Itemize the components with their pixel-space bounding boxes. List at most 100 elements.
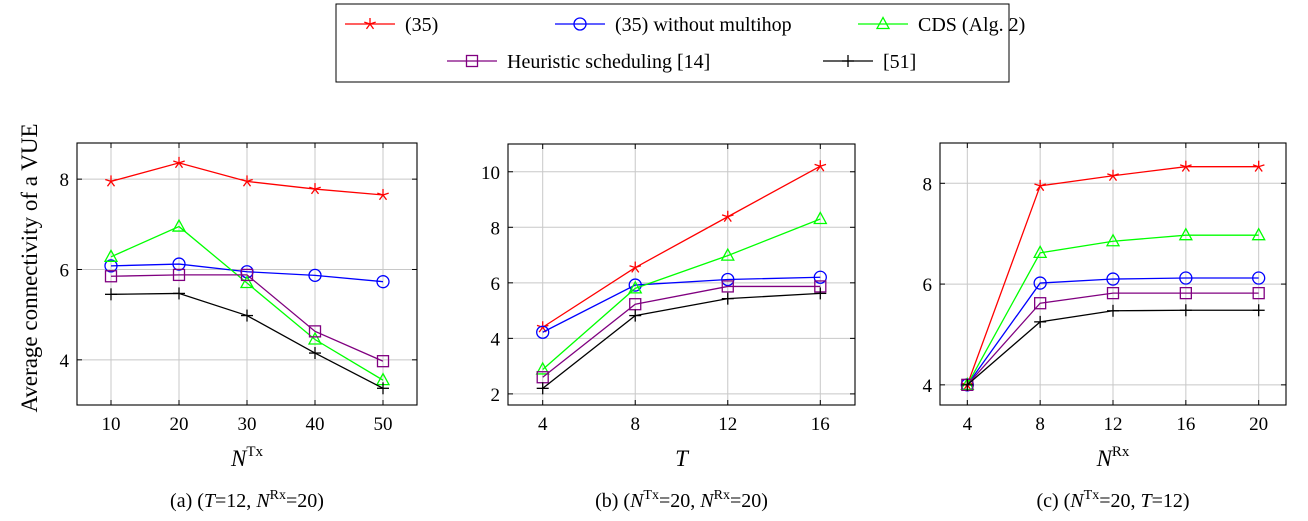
legend-entry: (35) without multihop xyxy=(555,14,792,36)
series-line xyxy=(542,165,821,328)
data-point xyxy=(241,175,253,187)
data-point xyxy=(1252,304,1265,317)
data-point xyxy=(1251,227,1266,241)
series-line xyxy=(966,234,1259,386)
legend-entry: (35) xyxy=(345,14,438,36)
legend-label: Heuristic scheduling [14] xyxy=(507,51,710,73)
data-point xyxy=(1033,244,1048,258)
x-tick-label: 20 xyxy=(170,414,189,435)
data-point xyxy=(309,347,321,360)
data-point xyxy=(376,355,390,368)
data-point xyxy=(1107,304,1119,317)
x-tick-label: 16 xyxy=(1176,414,1195,435)
data-point xyxy=(308,268,322,283)
legend-marker-star xyxy=(364,18,376,30)
data-point xyxy=(1106,272,1120,286)
legend-label: (35) without multihop xyxy=(615,14,792,36)
data-point xyxy=(629,309,642,322)
legend-marker-square xyxy=(465,54,479,68)
data-point xyxy=(628,278,642,292)
data-point xyxy=(536,325,550,339)
y-tick-label: 8 xyxy=(60,170,70,191)
series-line xyxy=(110,225,384,381)
data-point xyxy=(813,211,828,225)
data-point xyxy=(1252,160,1265,172)
y-tick-label: 4 xyxy=(923,376,933,397)
data-point xyxy=(1179,286,1192,300)
y-tick-label: 4 xyxy=(60,351,70,372)
data-point xyxy=(173,156,185,169)
y-tick-label: 4 xyxy=(491,329,501,350)
series-line xyxy=(542,218,821,370)
legend-entry: [51] xyxy=(823,51,916,73)
data-point xyxy=(1034,297,1047,310)
data-point xyxy=(1107,169,1119,181)
plot-frame xyxy=(507,143,856,406)
y-tick-label: 6 xyxy=(923,275,933,296)
legend-label: (35) xyxy=(405,14,438,36)
y-axis-label: Average connectivity of a VUE xyxy=(17,123,42,412)
x-tick-label: 50 xyxy=(374,414,393,435)
data-point xyxy=(721,292,734,305)
series-line xyxy=(110,263,384,283)
legend-box xyxy=(335,3,1010,83)
data-point xyxy=(814,287,827,300)
chart-panel-a: 10 20 30 40 50 4 6 8 NTx (a) (T=12, NRx=20) xyxy=(60,142,418,512)
x-axis-label: T xyxy=(675,446,690,471)
legend-marker-triangle xyxy=(875,16,891,30)
y-tick-label: 8 xyxy=(491,218,501,239)
series-line xyxy=(542,276,821,333)
data-point xyxy=(377,382,389,395)
series-line xyxy=(966,277,1259,386)
data-point xyxy=(104,270,118,283)
chart-panel-b: 4 8 12 16 2 4 6 8 10 T (b) (NTx=20, NRx=20) xyxy=(481,143,856,512)
data-point xyxy=(1179,160,1192,172)
data-point xyxy=(536,382,549,395)
data-point xyxy=(721,210,734,222)
data-point xyxy=(239,275,255,289)
x-tick-label: 10 xyxy=(102,414,121,435)
data-point xyxy=(1179,304,1192,317)
x-tick-label: 8 xyxy=(630,414,640,435)
data-point xyxy=(721,280,734,293)
data-point xyxy=(1034,315,1047,328)
series-line xyxy=(542,285,821,378)
series-line xyxy=(110,274,384,362)
y-tick-label: 8 xyxy=(923,174,933,195)
y-tick-label: 2 xyxy=(491,385,501,406)
data-point xyxy=(171,218,187,232)
series-line xyxy=(542,292,821,389)
data-point xyxy=(1033,276,1047,290)
x-axis-label: NRx xyxy=(1096,444,1130,471)
data-point xyxy=(172,257,186,271)
series-line xyxy=(966,292,1259,386)
legend-label: [51] xyxy=(883,51,916,73)
y-tick-label: 6 xyxy=(60,260,70,281)
x-tick-label: 8 xyxy=(1035,414,1045,435)
x-tick-label: 4 xyxy=(963,414,973,435)
data-point xyxy=(377,188,389,201)
legend-marker-plus xyxy=(842,55,854,67)
data-point xyxy=(814,160,827,172)
data-point xyxy=(376,275,390,289)
data-point xyxy=(105,175,117,187)
data-point xyxy=(628,280,643,294)
data-point xyxy=(1252,286,1265,300)
x-tick-label: 20 xyxy=(1249,414,1268,435)
x-tick-label: 16 xyxy=(811,414,830,435)
data-point xyxy=(309,183,321,195)
y-tick-label: 6 xyxy=(491,274,501,295)
data-point xyxy=(1252,271,1266,285)
panel-caption: (b) (NTx=20, NRx=20) xyxy=(595,488,768,512)
data-point xyxy=(720,247,735,261)
data-point xyxy=(535,361,550,375)
data-point xyxy=(721,272,735,287)
data-point xyxy=(1105,233,1121,247)
data-point xyxy=(307,331,323,345)
data-point xyxy=(104,259,118,273)
data-point xyxy=(308,325,322,338)
y-tick-label: 10 xyxy=(481,163,500,184)
panel-caption: (c) (NTx=20, T=12) xyxy=(1036,488,1189,512)
legend-label: CDS (Alg. 2) xyxy=(918,14,1025,36)
